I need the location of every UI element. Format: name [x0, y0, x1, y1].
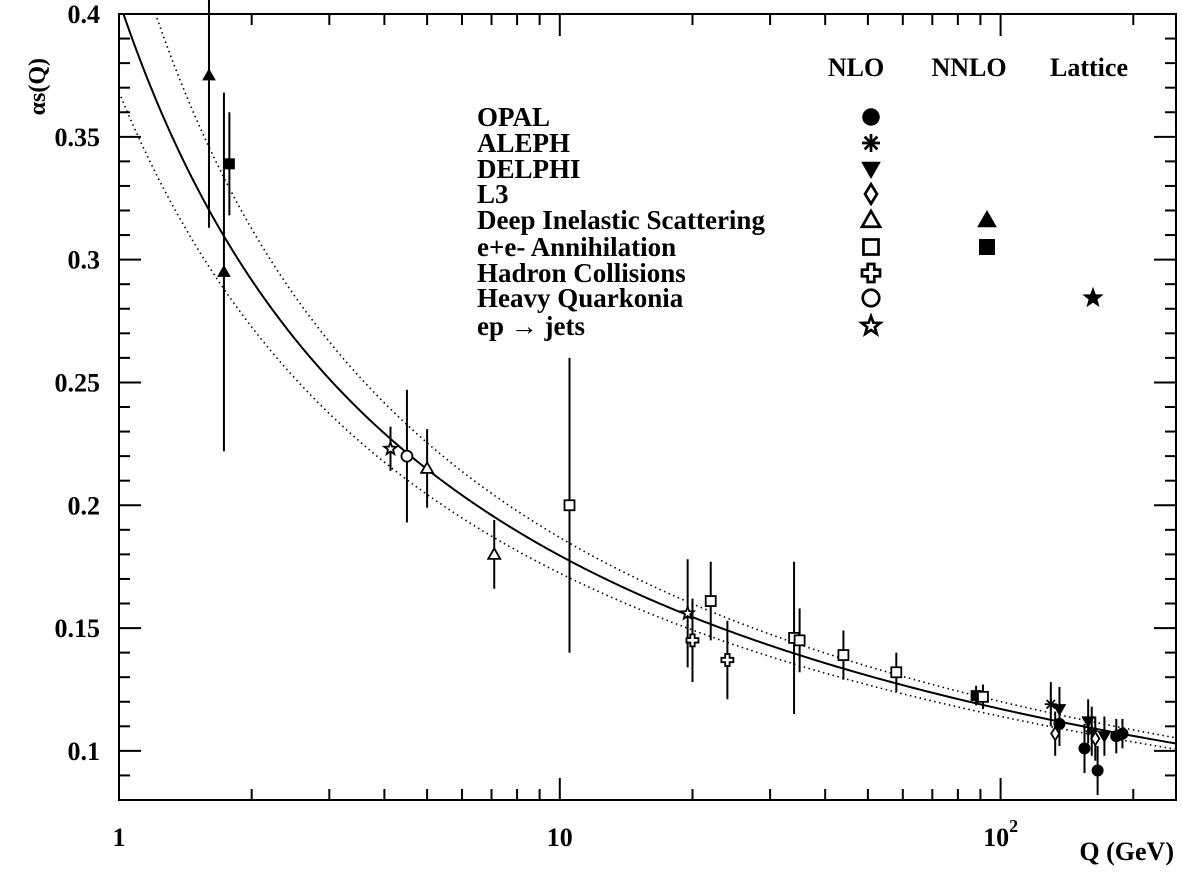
data-point-19 [1050, 725, 1061, 742]
legend-column-nlo: NLO [828, 53, 884, 82]
x-axis-title: Q (GeV) [1079, 837, 1174, 866]
data-point-9 [685, 633, 700, 648]
data-points [202, 0, 1129, 796]
data-point-29 [1116, 727, 1129, 740]
legend-marker-e-e-annihilation-nnlo [979, 239, 995, 255]
y-axis-title-text: αs(Q) [25, 58, 51, 115]
data-point-4 [400, 449, 414, 463]
curve-solid-0 [122, 14, 1176, 745]
y-tick-label: 0.3 [68, 246, 101, 275]
x-tick-label: 10 [547, 823, 573, 852]
legend-label-e-e-annihilation: e+e- Annihilation [477, 232, 676, 262]
data-point-10 [704, 595, 717, 607]
legend-marker-delphi-nlo [861, 161, 881, 180]
y-tick-label: 0.4 [68, 0, 101, 29]
curve-dotted-2 [119, 91, 1176, 751]
legend-marker-heavy-quarkonia-nlo [861, 288, 881, 308]
data-point-25 [1090, 730, 1101, 747]
data-point-15 [890, 666, 903, 679]
data-point-1 [217, 264, 231, 277]
legend-marker-hadron-collisions-nlo [860, 262, 882, 284]
legend-column-lattice: Lattice [1050, 53, 1128, 82]
data-point-6 [486, 546, 502, 560]
data-point-3 [381, 439, 400, 457]
legend-label-aleph: ALEPH [477, 128, 570, 158]
legend-label-hadron-collisions: Hadron Collisions [477, 258, 686, 288]
y-axis-title: αs(Q) [25, 58, 51, 115]
data-point-17 [977, 690, 989, 703]
y-tick-label: 0.1 [68, 737, 101, 766]
legend-label-deep-inelastic-scattering: Deep Inelastic Scattering [477, 205, 765, 235]
data-point-13 [793, 634, 806, 647]
data-point-27 [1097, 731, 1112, 744]
data-point-14 [837, 649, 850, 661]
data-point-7 [563, 499, 576, 512]
legend-label-heavy-quarkonia: Heavy Quarkonia [477, 283, 684, 313]
y-tick-label: 0.25 [55, 368, 101, 397]
legend-marker-aleph-nlo [862, 134, 880, 152]
x-tick-label-exponent: 2 [1009, 816, 1018, 836]
x-tick-label: 1 [113, 823, 126, 852]
data-point-18 [1044, 698, 1057, 711]
x-tick-label: 102 [983, 816, 1018, 852]
legend-label-ep-jets: ep → jets [477, 311, 585, 341]
data-point-11 [720, 653, 735, 667]
legend-marker-heavy-quarkonia-lattice [1082, 286, 1104, 308]
legend-marker-opal-nlo [862, 108, 880, 126]
y-axis-ticks: 0.1 0.15 0.2 0.25 0.3 0.35 0.4 [55, 0, 1176, 801]
legend-marker-deep-inelastic-scattering-nlo [859, 208, 883, 229]
data-point-21 [1053, 717, 1066, 730]
legend-marker-deep-inelastic-scattering-nnlo [977, 209, 997, 228]
data-point-5 [419, 460, 435, 474]
data-point-26 [1091, 764, 1104, 777]
legend-marker-ep-jets-nlo [858, 312, 884, 338]
x-axis-ticks: 1 10 102 [113, 14, 1135, 852]
data-point-0 [202, 68, 216, 81]
legend-marker-e-e-annihilation-nlo [862, 238, 880, 256]
data-point-2 [223, 158, 235, 170]
legend-label-opal: OPAL [477, 102, 550, 132]
y-tick-label: 0.2 [68, 491, 101, 520]
legend-label-l3: L3 [477, 179, 509, 209]
y-tick-label: 0.35 [55, 123, 101, 152]
qcd-curves [119, 14, 1176, 751]
y-tick-label: 0.15 [55, 614, 101, 643]
legend-label-delphi: DELPHI [477, 154, 581, 184]
plot-frame [118, 13, 1177, 801]
curve-dotted-1 [154, 14, 1176, 739]
data-point-22 [1078, 742, 1091, 755]
legend-column-nnlo: NNLO [931, 53, 1006, 82]
legend-marker-l3-nlo [863, 181, 879, 207]
